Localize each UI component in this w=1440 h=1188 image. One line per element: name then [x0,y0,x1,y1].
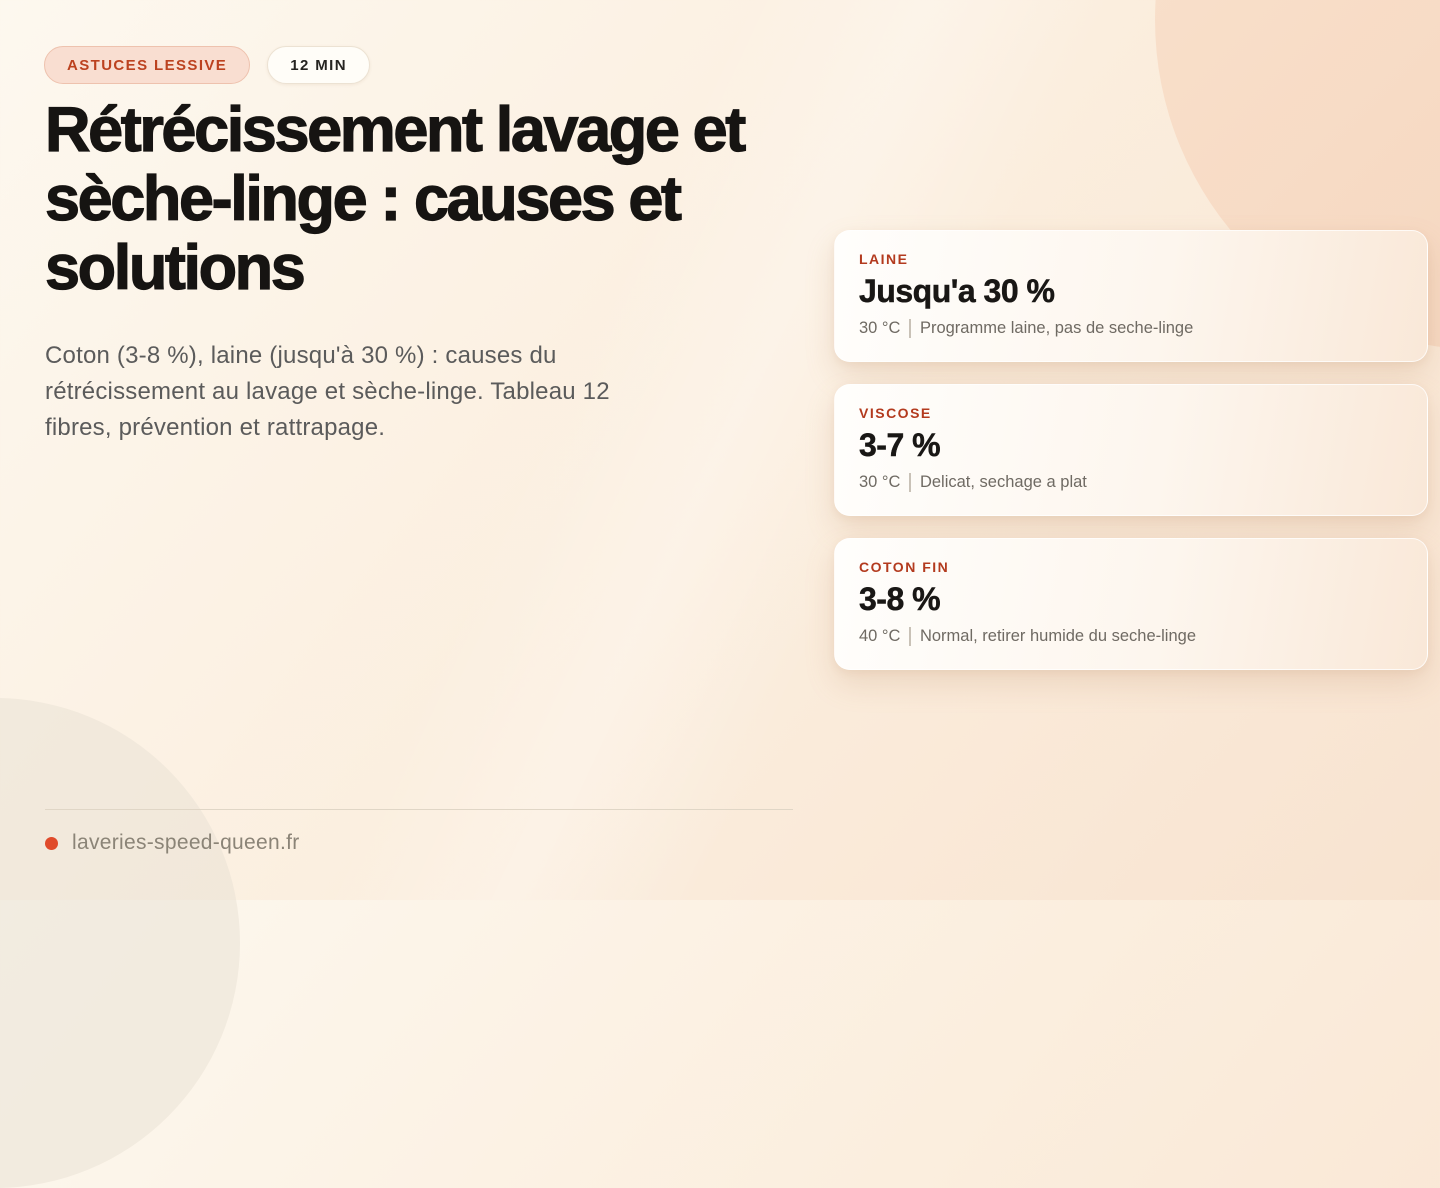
card-temperature: 30 °C [859,319,901,337]
page-subtitle: Coton (3-8 %), laine (jusqu'à 30 %) : ca… [45,342,610,441]
stat-cards: LAINE Jusqu'a 30 % 30 °C Programme laine… [834,230,1428,670]
meta-separator [909,627,911,646]
meta-separator [909,473,911,492]
stat-card-laine: LAINE Jusqu'a 30 % 30 °C Programme laine… [834,230,1428,362]
card-note: Normal, retirer humide du seche-linge [919,627,1196,645]
footer-divider [45,809,793,810]
stat-card-viscose: VISCOSE 3-7 % 30 °C Delicat, sechage a p… [834,384,1428,516]
badge-row: ASTUCES LESSIVE 12 MIN [44,46,370,84]
card-meta: 40 °C Normal, retirer humide du seche-li… [859,627,1403,646]
read-time-badge: 12 MIN [267,46,370,84]
card-temperature: 30 °C [859,473,901,491]
card-value: 3-7 % [859,427,941,464]
card-meta: 30 °C Delicat, sechage a plat [859,473,1403,492]
stat-card-coton-fin: COTON FIN 3-8 % 40 °C Normal, retirer hu… [834,538,1428,670]
page-title: Rétrécissement lavage et sèche-linge : c… [44,95,746,303]
hero-section: ASTUCES LESSIVE 12 MIN Rétrécissement la… [44,46,1428,855]
card-label: VISCOSE [859,405,932,421]
brand-dot-icon [45,836,58,850]
site-domain: laveries-speed-queen.fr [72,831,300,854]
card-value: 3-8 % [859,581,941,618]
meta-separator [909,319,911,338]
card-note: Delicat, sechage a plat [919,473,1087,491]
category-badge: ASTUCES LESSIVE [44,46,251,84]
footer: laveries-speed-queen.fr [45,831,300,855]
card-meta: 30 °C Programme laine, pas de seche-ling… [859,319,1403,338]
card-note: Programme laine, pas de seche-linge [919,319,1194,337]
card-label: LAINE [859,251,909,267]
card-value: Jusqu'a 30 % [859,273,1055,310]
card-label: COTON FIN [859,559,950,575]
card-temperature: 40 °C [859,627,901,645]
